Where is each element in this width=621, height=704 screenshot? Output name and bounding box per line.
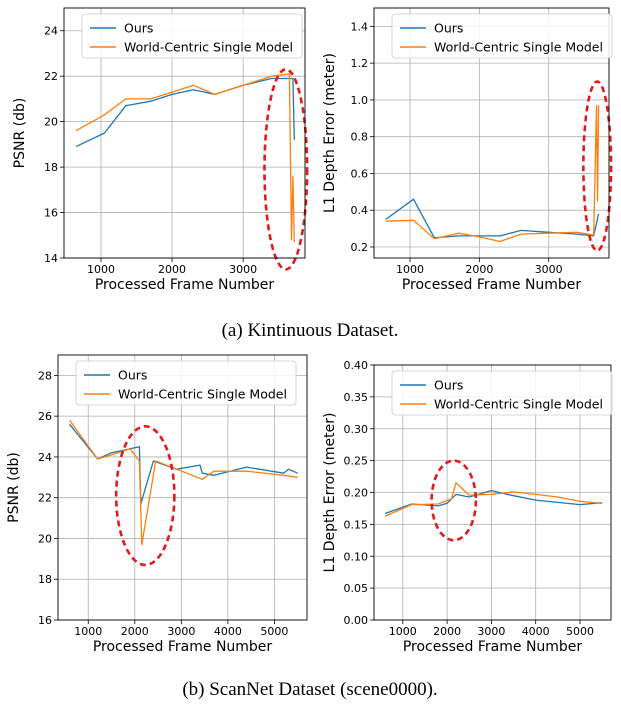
tick-label-x: 3000 — [477, 625, 505, 638]
tick-label-x: 3000 — [167, 625, 195, 638]
tick-label-y: 22 — [44, 70, 58, 83]
tick-label-y: 20 — [44, 116, 58, 129]
axis-label-y: L1 Depth Error (meter) — [322, 413, 338, 573]
tick-label-y: 0.05 — [344, 582, 369, 595]
tick-label-x: 3000 — [535, 263, 563, 276]
series-line-ours — [75, 77, 295, 148]
tick-label-y: 0.2 — [351, 241, 369, 254]
tick-label-y: 1.2 — [351, 57, 369, 70]
tick-label-y: 24 — [44, 25, 58, 38]
tick-label-x: 2000 — [121, 625, 149, 638]
tick-label-y: 20 — [38, 532, 52, 545]
legend-label: Ours — [118, 368, 147, 383]
highlight-ellipse — [582, 80, 613, 252]
legend-box — [81, 13, 303, 59]
axis-label-y: PSNR (db) — [12, 98, 28, 169]
tick-label-y: 26 — [38, 410, 52, 423]
legend-label: World-Centric Single Model — [118, 387, 287, 402]
tick-label-x: 1000 — [87, 263, 115, 276]
series-line-world-centric — [385, 104, 600, 243]
chart-kintinuous-psnr: 1000 2000 3000 14 16 18 20 22 24 Processed Frame … — [12, 7, 309, 293]
tick-label-x: 2000 — [433, 625, 461, 638]
tick-label-y: 22 — [38, 492, 52, 505]
tick-label-x: 2000 — [158, 263, 186, 276]
highlight-ellipse — [114, 425, 176, 567]
tick-label-y: 0.6 — [351, 167, 369, 180]
highlight-ellipse — [263, 68, 309, 271]
tick-label-x: 5000 — [260, 625, 288, 638]
legend-box — [391, 370, 613, 416]
tick-label-y: 18 — [38, 573, 52, 586]
chart-scannet-psnr: 1000 2000 3000 4000 5000 16 18 20 22 24 26 28 Proces… — [6, 354, 308, 655]
tick-label-x: 5000 — [566, 625, 594, 638]
tick-label-y: 1.4 — [351, 20, 369, 33]
tick-label-x: 1000 — [389, 625, 417, 638]
tick-label-y: 0.40 — [344, 359, 369, 372]
tick-label-y: 24 — [38, 451, 52, 464]
plot-frame — [57, 354, 308, 621]
axis-label-x: Processed Frame Number — [403, 639, 583, 655]
legend-label: World-Centric Single Model — [434, 397, 603, 412]
tick-label-x: 2000 — [465, 263, 493, 276]
legend-label: Ours — [434, 378, 463, 393]
axis-label-x: Processed Frame Number — [93, 639, 273, 655]
axis-label-x: Processed Frame Number — [402, 277, 582, 293]
highlight-ellipse — [430, 459, 478, 542]
chart-kintinuous-depth: 1000 2000 3000 0.2 0.4 0.6 0.8 1.0 1.2 1.4 Process… — [322, 7, 613, 293]
caption-a: (a) Kintinuous Dataset. — [222, 320, 399, 341]
tick-label-y: 0.4 — [351, 204, 369, 217]
legend-label: Ours — [434, 21, 463, 36]
tick-label-y: 0.30 — [344, 423, 369, 436]
series-line-world-centric — [75, 73, 295, 243]
tick-label-x: 1000 — [74, 625, 102, 638]
tick-label-y: 16 — [38, 614, 52, 627]
tick-label-y: 0.15 — [344, 518, 369, 531]
series-line-ours — [69, 423, 298, 505]
tick-label-y: 14 — [44, 252, 58, 265]
axis-label-y: PSNR (db) — [6, 452, 22, 523]
tick-label-y: 0.00 — [344, 614, 369, 627]
series-line-ours — [385, 198, 600, 239]
tick-label-y: 0.35 — [344, 391, 369, 404]
legend-box — [75, 360, 297, 406]
axis-label-x: Processed Frame Number — [95, 277, 275, 293]
tick-label-y: 1.0 — [351, 94, 369, 107]
series-line-world-centric — [69, 419, 298, 546]
axis-label-y: L1 Depth Error (meter) — [322, 53, 338, 213]
series-line-ours — [384, 489, 603, 515]
tick-label-y: 18 — [44, 161, 58, 174]
chart-scannet-depth: 1000 2000 3000 4000 5000 0.00 0.05 0.10 0.15 0.20… — [322, 359, 613, 655]
tick-label-y: 0.10 — [344, 550, 369, 563]
tick-label-y: 16 — [44, 207, 58, 220]
tick-label-x: 4000 — [214, 625, 242, 638]
tick-label-y: 0.20 — [344, 487, 369, 500]
legend-label: Ours — [124, 21, 153, 36]
tick-label-y: 0.8 — [351, 131, 369, 144]
legend-label: World-Centric Single Model — [434, 40, 603, 55]
tick-label-x: 4000 — [522, 625, 550, 638]
series-line-world-centric — [384, 482, 603, 517]
tick-label-y: 28 — [38, 369, 52, 382]
plot-frame — [63, 7, 306, 259]
legend-label: World-Centric Single Model — [124, 40, 293, 55]
caption-b: (b) ScanNet Dataset (scene0000). — [182, 679, 437, 700]
tick-label-x: 3000 — [229, 263, 257, 276]
tick-label-y: 0.25 — [344, 455, 369, 468]
tick-label-x: 1000 — [396, 263, 424, 276]
legend-box — [391, 13, 613, 59]
plot-frame — [373, 7, 610, 259]
